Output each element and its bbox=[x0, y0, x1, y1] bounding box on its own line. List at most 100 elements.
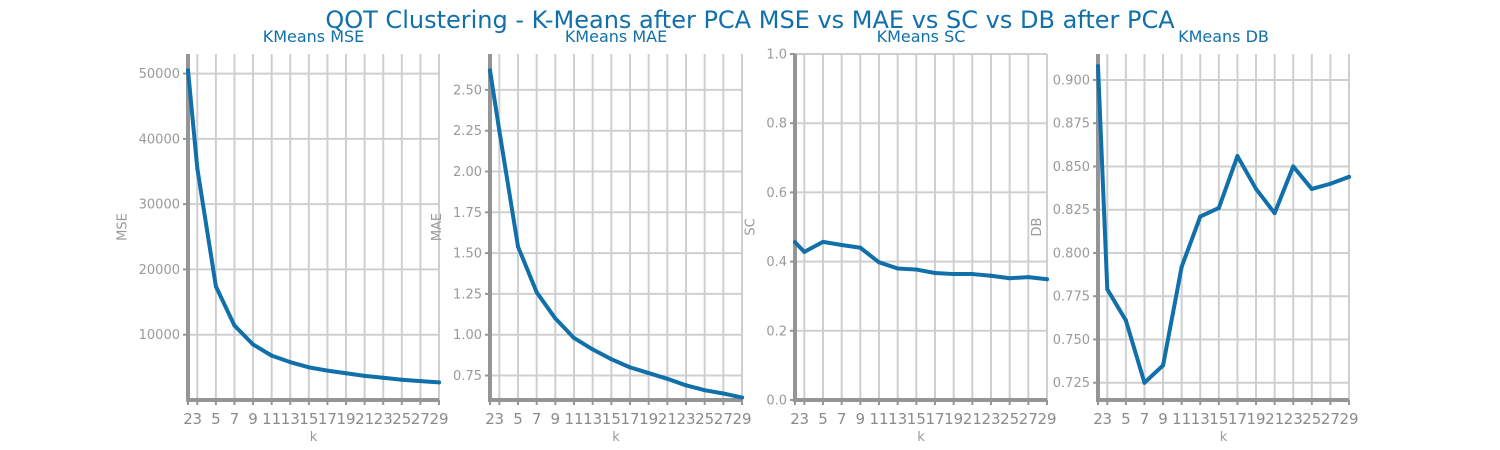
x-tick-label: 11 bbox=[262, 410, 281, 428]
data-point bbox=[895, 266, 900, 271]
x-tick-label: 11 bbox=[869, 410, 888, 428]
x-tick-label: 17 bbox=[620, 410, 639, 428]
x-tick-label: 15 bbox=[1209, 410, 1228, 428]
y-tick-label: 2.25 bbox=[453, 124, 482, 139]
y-axis-label: DB bbox=[1030, 218, 1045, 237]
data-point bbox=[1272, 211, 1277, 216]
x-tick-label: 23 bbox=[374, 410, 393, 428]
y-tick-label: 0.75 bbox=[453, 369, 482, 384]
data-point bbox=[1309, 186, 1314, 191]
y-tick-label: 0.900 bbox=[1053, 73, 1090, 88]
x-tick-label: 23 bbox=[981, 410, 1000, 428]
y-tick-label: 1.75 bbox=[453, 206, 482, 221]
x-tick-label: 17 bbox=[925, 410, 944, 428]
x-tick-label: 7 bbox=[230, 410, 240, 428]
x-tick-label: 29 bbox=[732, 410, 751, 428]
y-tick-label: 20000 bbox=[139, 263, 180, 278]
y-tick-label: 0.6 bbox=[766, 186, 787, 201]
x-tick-label: 27 bbox=[411, 410, 430, 428]
data-point bbox=[802, 249, 807, 254]
data-point bbox=[1142, 380, 1147, 385]
x-tick-label: 21 bbox=[355, 410, 374, 428]
x-tick-label: 29 bbox=[1037, 410, 1056, 428]
data-point bbox=[1045, 277, 1049, 282]
y-axis-label: SC bbox=[743, 218, 758, 235]
x-tick-label: 13 bbox=[281, 410, 300, 428]
x-tick-label: 25 bbox=[1000, 410, 1019, 428]
panel-title: KMeans MAE bbox=[565, 27, 667, 46]
x-tick-label: 9 bbox=[248, 410, 258, 428]
x-tick-label: 15 bbox=[299, 410, 318, 428]
data-point bbox=[213, 284, 218, 289]
x-tick-label: 15 bbox=[602, 410, 621, 428]
x-tick-label: 25 bbox=[1302, 410, 1321, 428]
x-tick-label: 15 bbox=[907, 410, 926, 428]
y-tick-label: 0.850 bbox=[1053, 160, 1090, 175]
x-tick-label: 17 bbox=[1228, 410, 1247, 428]
x-tick-label: 5 bbox=[818, 410, 828, 428]
x-tick-label: 23 bbox=[676, 410, 695, 428]
y-axis-label: MSE bbox=[116, 213, 131, 241]
y-tick-label: 50000 bbox=[139, 67, 180, 82]
x-tick-label: 11 bbox=[1172, 410, 1191, 428]
data-point bbox=[269, 353, 274, 358]
data-point bbox=[418, 379, 423, 384]
data-point bbox=[646, 371, 651, 376]
x-tick-label: 27 bbox=[714, 410, 733, 428]
y-tick-label: 1.50 bbox=[453, 247, 482, 262]
x-tick-label: 5 bbox=[513, 410, 523, 428]
y-tick-label: 40000 bbox=[139, 132, 180, 147]
x-tick-label: 13 bbox=[888, 410, 907, 428]
y-tick-label: 0.875 bbox=[1053, 117, 1090, 132]
data-point bbox=[1216, 205, 1221, 210]
y-tick-label: 30000 bbox=[139, 198, 180, 213]
data-point bbox=[665, 376, 670, 381]
data-point bbox=[232, 323, 237, 328]
data-point bbox=[306, 365, 311, 370]
x-tick-label: 3 bbox=[800, 410, 810, 428]
data-point bbox=[590, 347, 595, 352]
y-tick-label: 2.50 bbox=[453, 83, 482, 98]
data-point bbox=[399, 377, 404, 382]
data-point bbox=[288, 360, 293, 365]
y-tick-label: 2.00 bbox=[453, 165, 482, 180]
panel-db: 0.725 0.750 0.775 0.800 0.825 0.850 0.875 0.900… bbox=[1030, 27, 1359, 445]
x-tick-label: 9 bbox=[1158, 410, 1168, 428]
data-point bbox=[1026, 275, 1031, 280]
x-axis-label: k bbox=[310, 430, 318, 445]
data-point bbox=[1096, 64, 1100, 69]
y-tick-label: 0.775 bbox=[1053, 290, 1090, 305]
x-tick-label: 5 bbox=[211, 410, 221, 428]
y-tick-label: 10000 bbox=[139, 328, 180, 343]
x-tick-label: 11 bbox=[564, 410, 583, 428]
data-point bbox=[325, 368, 330, 373]
x-tick-label: 19 bbox=[639, 410, 658, 428]
data-point bbox=[534, 290, 539, 295]
x-tick-label: 2 bbox=[790, 410, 800, 428]
y-tick-label: 0.750 bbox=[1053, 333, 1090, 348]
data-point bbox=[839, 242, 844, 247]
y-tick-label: 0.800 bbox=[1053, 246, 1090, 261]
data-point bbox=[970, 272, 975, 277]
x-tick-label: 29 bbox=[1339, 410, 1358, 428]
x-tick-label: 29 bbox=[429, 410, 448, 428]
data-point bbox=[628, 365, 632, 370]
x-tick-label: 27 bbox=[1019, 410, 1038, 428]
x-axis-label: k bbox=[1220, 430, 1228, 445]
x-tick-label: 3 bbox=[495, 410, 505, 428]
data-point bbox=[702, 388, 707, 393]
data-point bbox=[516, 244, 520, 249]
x-tick-label: 2 bbox=[1093, 410, 1103, 428]
data-point bbox=[1007, 276, 1012, 281]
y-axis-label: MAE bbox=[430, 213, 445, 241]
data-point bbox=[1179, 264, 1184, 269]
data-point bbox=[186, 68, 190, 73]
data-point bbox=[497, 128, 502, 133]
y-tick-label: 0.0 bbox=[766, 394, 787, 409]
panel-title: KMeans DB bbox=[1178, 27, 1269, 46]
x-tick-label: 2 bbox=[485, 410, 495, 428]
data-point bbox=[1105, 287, 1110, 292]
data-point bbox=[933, 271, 937, 276]
y-tick-label: 0.2 bbox=[766, 324, 787, 339]
